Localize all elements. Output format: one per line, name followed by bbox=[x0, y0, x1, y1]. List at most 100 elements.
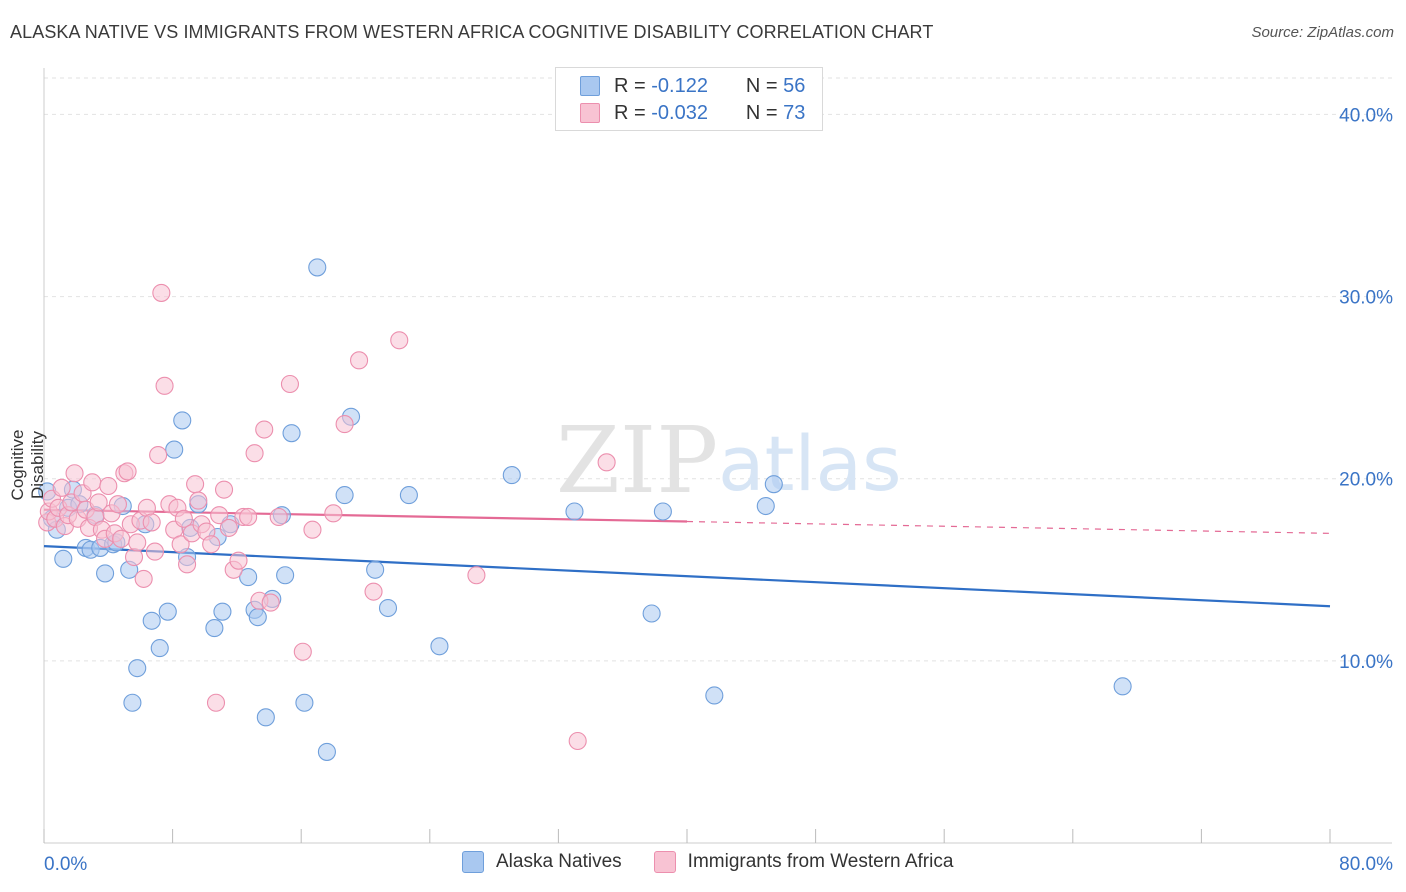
point-alaska bbox=[239, 568, 258, 587]
stats-legend: R = -0.122 N = 56 R = -0.032 N = 73 bbox=[555, 67, 823, 131]
point-western-africa bbox=[128, 533, 147, 552]
point-alaska bbox=[173, 411, 192, 430]
point-western-africa bbox=[202, 535, 221, 554]
legend-row-alaska: R = -0.122 N = 56 bbox=[580, 73, 805, 99]
series-name-western-africa: Immigrants from Western Africa bbox=[687, 851, 954, 872]
point-western-africa bbox=[255, 420, 274, 439]
point-western-africa bbox=[149, 445, 168, 465]
series-legend-alaska: Alaska Natives bbox=[462, 851, 622, 873]
source-credit: Source: ZipAtlas.com bbox=[1251, 24, 1394, 41]
y-tick-label: 10.0% bbox=[1339, 652, 1393, 673]
point-alaska bbox=[54, 549, 73, 568]
n-label: N = bbox=[745, 101, 778, 124]
point-alaska bbox=[276, 566, 295, 585]
y-tick-label: 20.0% bbox=[1339, 470, 1393, 491]
point-alaska bbox=[308, 258, 327, 277]
point-western-africa bbox=[178, 555, 197, 574]
trend-line-solid bbox=[43, 545, 1331, 608]
point-alaska bbox=[205, 619, 224, 638]
point-western-africa bbox=[364, 582, 383, 601]
point-western-africa bbox=[155, 376, 174, 395]
point-western-africa bbox=[108, 495, 127, 514]
point-alaska bbox=[213, 602, 232, 621]
series-legend: Alaska Natives Immigrants from Western A… bbox=[462, 851, 985, 873]
point-western-africa bbox=[269, 507, 288, 527]
point-alaska bbox=[366, 560, 385, 579]
point-western-africa bbox=[568, 731, 587, 751]
point-western-africa bbox=[118, 462, 137, 481]
point-western-africa bbox=[142, 513, 161, 532]
watermark-atlas: atlas bbox=[718, 419, 902, 508]
point-western-africa bbox=[239, 507, 258, 527]
point-alaska bbox=[295, 693, 314, 712]
n-value: 56 bbox=[783, 74, 806, 97]
point-alaska bbox=[502, 466, 521, 485]
point-western-africa bbox=[390, 331, 409, 350]
n-value: 73 bbox=[783, 101, 806, 124]
data-points bbox=[38, 258, 1132, 761]
point-alaska bbox=[165, 440, 184, 459]
x-tick-label-max: 80.0% bbox=[1339, 854, 1393, 875]
point-western-africa bbox=[89, 493, 108, 512]
r-label: R = bbox=[614, 74, 646, 97]
point-western-africa bbox=[467, 566, 486, 585]
point-alaska bbox=[764, 475, 783, 494]
point-western-africa bbox=[229, 551, 248, 570]
point-alaska bbox=[399, 486, 418, 505]
tick-labels: 10.0% 20.0% 30.0% 40.0% 0.0% 80.0% bbox=[44, 105, 1393, 875]
point-western-africa bbox=[65, 464, 84, 483]
point-alaska bbox=[335, 486, 354, 505]
r-value: -0.122 bbox=[651, 74, 708, 97]
point-western-africa bbox=[145, 542, 164, 561]
r-label: R = bbox=[614, 101, 646, 124]
point-western-africa bbox=[206, 693, 226, 712]
point-alaska bbox=[256, 708, 275, 727]
point-western-africa bbox=[280, 374, 299, 394]
y-tick-label: 40.0% bbox=[1339, 105, 1393, 126]
point-alaska bbox=[150, 639, 169, 658]
watermark-zip: ZIP bbox=[556, 407, 718, 514]
point-western-africa bbox=[83, 473, 102, 492]
y-tick-label: 30.0% bbox=[1339, 288, 1393, 309]
x-tick-label-min: 0.0% bbox=[44, 854, 87, 875]
legend-swatch-western-africa bbox=[580, 103, 600, 123]
point-alaska bbox=[158, 602, 177, 621]
point-western-africa bbox=[152, 283, 171, 302]
series-swatch-western-africa bbox=[653, 851, 676, 873]
r-value: -0.032 bbox=[651, 101, 708, 124]
series-legend-western-africa: Immigrants from Western Africa bbox=[653, 851, 954, 873]
y-axis-label: Cognitive Disability bbox=[8, 429, 47, 501]
point-alaska bbox=[142, 611, 161, 630]
point-western-africa bbox=[350, 351, 369, 370]
point-alaska bbox=[756, 496, 775, 516]
point-western-africa bbox=[335, 415, 354, 434]
point-western-africa bbox=[597, 453, 616, 472]
point-alaska bbox=[565, 502, 584, 521]
point-western-africa bbox=[261, 593, 280, 612]
legend-swatch-alaska bbox=[580, 76, 600, 96]
point-western-africa bbox=[186, 475, 205, 494]
point-western-africa bbox=[171, 535, 190, 554]
point-alaska bbox=[128, 659, 147, 678]
point-western-africa bbox=[189, 491, 208, 510]
point-western-africa bbox=[174, 509, 193, 528]
point-alaska bbox=[123, 693, 142, 712]
point-alaska bbox=[96, 564, 115, 583]
point-western-africa bbox=[303, 520, 322, 539]
chart-title: ALASKA NATIVE VS IMMIGRANTS FROM WESTERN… bbox=[10, 22, 934, 42]
point-western-africa bbox=[245, 444, 264, 463]
point-western-africa bbox=[210, 506, 229, 525]
series-name-alaska: Alaska Natives bbox=[496, 851, 622, 872]
point-alaska bbox=[248, 608, 267, 627]
point-western-africa bbox=[134, 569, 153, 588]
watermark: ZIP atlas bbox=[556, 407, 902, 514]
series-swatch-alaska bbox=[462, 851, 484, 873]
point-western-africa bbox=[324, 504, 343, 523]
legend-row-western-africa: R = -0.032 N = 73 bbox=[580, 100, 805, 126]
point-western-africa bbox=[112, 529, 131, 548]
point-western-africa bbox=[52, 478, 71, 497]
point-western-africa bbox=[99, 476, 118, 496]
point-alaska bbox=[378, 598, 398, 618]
trend-line-dashed bbox=[686, 520, 1331, 534]
